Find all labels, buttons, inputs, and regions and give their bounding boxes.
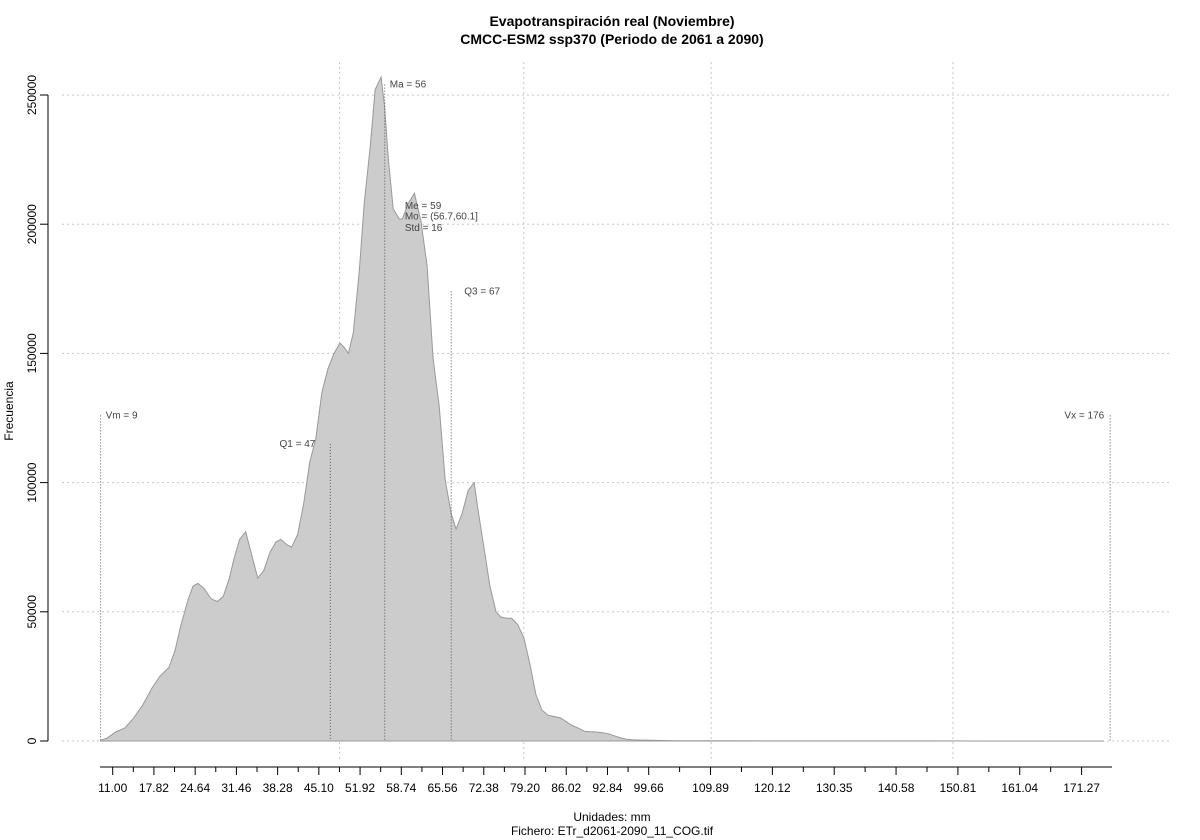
annotation-label: Mo = (56.7,60.1]	[405, 211, 478, 222]
file-footer: Fichero: ETr_d2061-2090_11_COG.tif	[511, 824, 714, 838]
y-tick-label: 250000	[25, 75, 39, 115]
annotation-label: Q3 = 67	[464, 286, 500, 297]
y-tick-label: 0	[25, 737, 39, 744]
x-tick-label: 171.27	[1063, 781, 1100, 795]
x-tick-label: 99.66	[634, 781, 664, 795]
x-tick-label: 161.04	[1001, 781, 1038, 795]
x-tick-label: 17.82	[139, 781, 169, 795]
y-tick-label: 100000	[25, 462, 39, 502]
x-tick-label: 120.12	[754, 781, 791, 795]
annotation-label: Vm = 9	[106, 410, 138, 421]
y-tick-label: 50000	[25, 595, 39, 629]
x-tick-label: 24.64	[180, 781, 210, 795]
y-axis: 0 50000 100000 150000 200000 250000	[25, 75, 49, 744]
reference-lines	[100, 84, 1111, 741]
x-tick-label: 130.35	[816, 781, 853, 795]
annotation-label: Std = 16	[405, 223, 443, 234]
x-tick-label: 38.28	[263, 781, 293, 795]
annotation-label: Q1 = 47	[279, 439, 315, 450]
x-tick-label: 109.89	[692, 781, 729, 795]
y-tick-label: 150000	[25, 333, 39, 373]
x-tick-label: 92.84	[592, 781, 622, 795]
x-tick-label: 31.46	[221, 781, 251, 795]
x-tick-label: 72.38	[469, 781, 499, 795]
x-tick-label: 51.92	[345, 781, 375, 795]
annotation-label: Me = 59	[405, 201, 442, 212]
chart-title: Evapotranspiración real (Noviembre)	[489, 13, 734, 29]
x-tick-label: 58.74	[386, 781, 416, 795]
x-tick-label: 65.56	[428, 781, 458, 795]
x-tick-label: 140.58	[878, 781, 915, 795]
x-tick-label: 86.02	[551, 781, 581, 795]
frequency-area	[100, 75, 1105, 742]
y-axis-label: Frecuencia	[2, 381, 16, 441]
chart-subtitle: CMCC-ESM2 ssp370 (Periodo de 2061 a 2090…	[460, 31, 763, 47]
annotation-label: Ma = 56	[390, 80, 427, 91]
x-axis-label: Unidades: mm	[573, 810, 650, 824]
y-tick-label: 200000	[25, 204, 39, 244]
x-axis: 11.00 17.82 24.64 31.46 38.28 45.10 51.92 58.74…	[98, 766, 1112, 795]
x-tick-label: 11.00	[98, 781, 127, 795]
annotation-label: Vx = 176	[1064, 410, 1104, 421]
x-tick-label: 79.20	[510, 781, 540, 795]
x-tick-label: 45.10	[304, 781, 334, 795]
x-tick-label: 150.81	[940, 781, 977, 795]
